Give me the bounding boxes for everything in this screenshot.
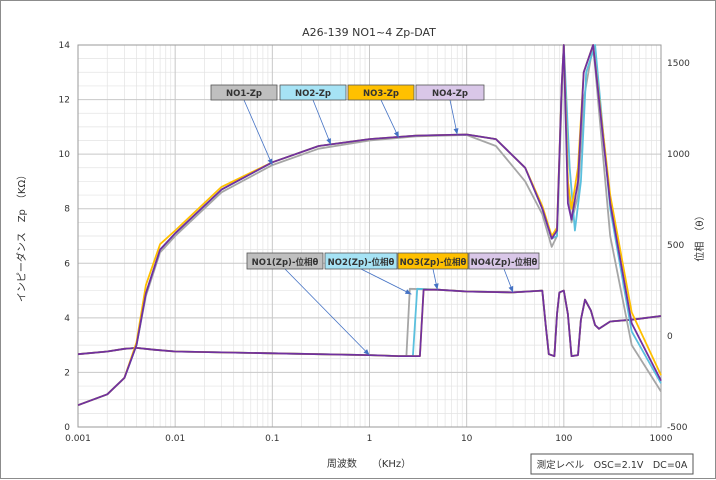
y-left-tick-label: 6	[64, 259, 70, 269]
legend-box	[468, 252, 540, 270]
legend-label: NO3-Zp	[363, 89, 399, 99]
measurement-note: 測定レベル OSC=2.1V DC=0A	[537, 459, 688, 471]
x-tick-label: 10	[461, 434, 473, 444]
legend-arrow	[380, 99, 400, 138]
legend-arrowhead	[453, 128, 459, 135]
series-line-phase-no4	[77, 288, 662, 358]
chart-title: A26-139 NO1~4 Zp-DAT	[302, 26, 436, 39]
x-tick-label: 0.01	[165, 434, 185, 444]
y-left-tick-label: 2	[64, 368, 70, 378]
y-right-tick-label: 1500	[667, 59, 690, 69]
legend-box	[397, 252, 469, 270]
legend-label: NO4(Zp)-位相θ	[471, 257, 538, 268]
legend-box	[324, 252, 398, 270]
legend-arrowhead	[508, 285, 514, 293]
legend-arrowhead	[363, 349, 370, 356]
legend-arrow	[243, 99, 273, 166]
legend-label: NO1(Zp)-位相θ	[252, 257, 319, 268]
y-right-tick-label: 0	[667, 332, 673, 342]
legend-arrowhead	[267, 158, 273, 166]
legend-box	[415, 84, 485, 101]
legend-label: NO1-Zp	[226, 89, 262, 99]
series-layer	[77, 44, 662, 407]
y-axis-left-label: インピーダンス Zp （KΩ）	[15, 170, 28, 302]
y-left-tick-label: 4	[64, 314, 70, 324]
y-left-tick-label: 10	[59, 150, 71, 160]
y-left-tick-label: 8	[64, 205, 70, 215]
y-left-tick-label: 14	[59, 41, 71, 51]
legend-label: NO3(Zp)-位相θ	[400, 257, 467, 268]
legend-arrowhead	[404, 289, 412, 295]
y-right-tick-label: -500	[667, 423, 688, 433]
tick-labels: 0.001 0.01 0.1 1 10 100 1000 0 2 4 6 8 10 12 14 -500 0 50…	[59, 41, 691, 444]
legend-label: NO2-Zp	[295, 89, 331, 99]
series-line-zp-no4	[77, 44, 662, 407]
legend-box	[347, 84, 415, 101]
legend-arrow	[312, 99, 332, 145]
legend-label: NO2(Zp)-位相θ	[328, 257, 395, 268]
y-right-tick-label: 500	[667, 241, 684, 251]
legend-box	[210, 84, 278, 101]
y-axis-right-label: 位相 （θ）	[693, 210, 706, 261]
measurement-note-box	[530, 453, 694, 475]
x-tick-label: 0.001	[65, 434, 91, 444]
legend-arrow	[360, 268, 412, 295]
x-tick-label: 100	[555, 434, 572, 444]
legend-box	[246, 252, 324, 270]
x-tick-label: 1000	[650, 434, 673, 444]
y-right-tick-label: 1000	[667, 150, 690, 160]
legend-arrows	[243, 99, 514, 356]
x-tick-label: 0.1	[265, 434, 279, 444]
legend-arrowhead	[433, 283, 439, 290]
x-tick-label: 1	[367, 434, 373, 444]
legend-arrow	[284, 268, 370, 356]
legend-boxes: NO1-Zp NO2-Zp NO3-Zp NO4-Zp NO1(Zp)-位相θ NO2(Z…	[210, 84, 540, 270]
legend-arrowhead	[393, 131, 399, 138]
legend-arrowhead	[326, 138, 331, 145]
x-axis-label: 周波数 （KHz）	[327, 457, 411, 470]
y-left-tick-label: 0	[64, 423, 70, 433]
y-left-tick-label: 12	[59, 96, 70, 106]
plot-border	[77, 44, 662, 428]
legend-label: NO4-Zp	[432, 89, 468, 99]
legend-box	[279, 84, 347, 101]
